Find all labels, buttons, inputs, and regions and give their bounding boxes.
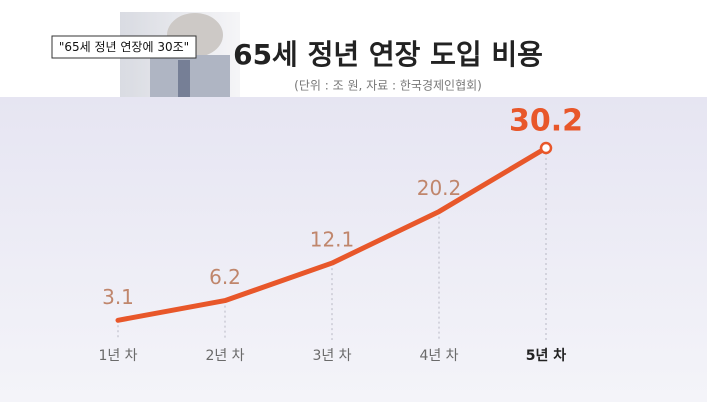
value-label: 3.1 <box>102 285 134 309</box>
value-label: 30.2 <box>509 104 583 139</box>
caption: "65세 정년 연장에 30조" <box>59 40 189 54</box>
x-tick-label: 1년 차 <box>98 348 137 364</box>
data-line <box>115 145 549 323</box>
x-tick-label: 4년 차 <box>419 348 458 364</box>
x-tick-label: 5년 차 <box>526 348 566 364</box>
x-tick-label: 3년 차 <box>312 348 351 364</box>
value-label: 12.1 <box>310 228 355 252</box>
value-label: 20.2 <box>417 176 462 200</box>
x-tick-label: 2년 차 <box>205 348 244 364</box>
plot-background <box>0 97 707 402</box>
chart-title: 65세 정년 연장 도입 비용 <box>233 38 543 71</box>
value-label: 6.2 <box>209 265 241 289</box>
caption-box <box>51 35 197 59</box>
chart-subtitle: (단위 : 조 원, 자료 : 한국경제인협회) <box>294 79 482 93</box>
end-marker <box>539 141 553 155</box>
